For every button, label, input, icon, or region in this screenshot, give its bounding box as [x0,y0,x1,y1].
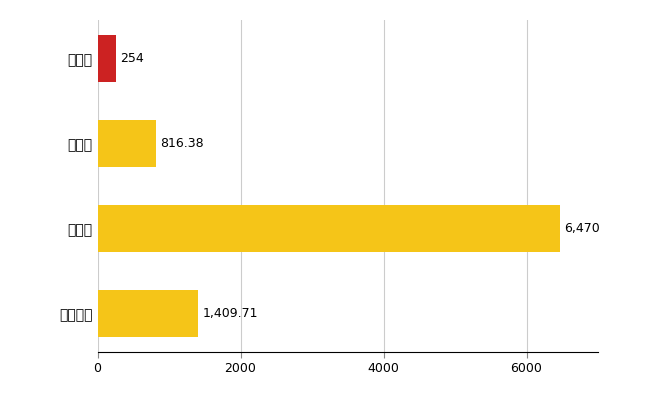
Text: 254: 254 [120,52,144,65]
Text: 1,409.71: 1,409.71 [203,307,258,320]
Bar [98,120,156,167]
Bar [98,290,198,337]
Bar [98,35,116,82]
Text: 816.38: 816.38 [160,137,204,150]
Text: 6,470: 6,470 [564,222,600,235]
Bar [98,205,560,252]
